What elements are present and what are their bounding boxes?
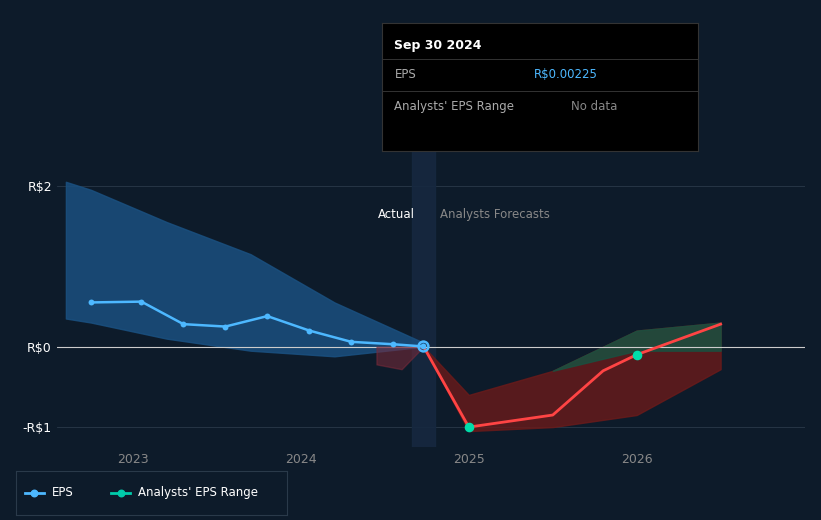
Point [417,342,430,350]
Point [417,342,430,350]
Text: Analysts Forecasts: Analysts Forecasts [440,209,550,222]
Text: R$0.00225: R$0.00225 [534,68,598,81]
Point [27,489,40,497]
Bar [411,146,435,447]
Point [218,322,232,331]
Point [345,337,358,346]
Text: No data: No data [571,100,617,113]
Text: Analysts' EPS Range: Analysts' EPS Range [394,100,515,113]
Text: EPS: EPS [52,486,73,499]
Point [85,298,98,307]
Point [261,312,274,320]
Text: Actual: Actual [378,209,415,222]
Point [387,340,400,348]
Point [135,297,148,306]
Point [631,350,644,359]
Point [114,489,127,497]
Text: EPS: EPS [394,68,416,81]
Text: Analysts' EPS Range: Analysts' EPS Range [139,486,259,499]
Point [177,320,190,328]
Text: Sep 30 2024: Sep 30 2024 [394,38,482,51]
Point [462,423,475,431]
Point [303,327,316,335]
